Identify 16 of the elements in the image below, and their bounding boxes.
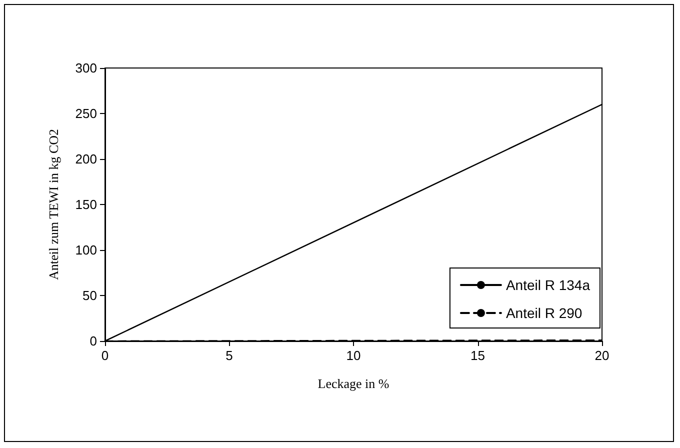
- legend-label: Anteil R 134a: [506, 277, 590, 293]
- x-axis-title: Leckage in %: [318, 376, 390, 391]
- x-tick-label: 15: [470, 348, 485, 363]
- y-tick-label: 200: [75, 152, 97, 166]
- x-tick-label: 5: [226, 348, 233, 363]
- y-tick-label: 0: [90, 334, 97, 348]
- legend-label: Anteil R 290: [506, 305, 582, 321]
- x-tick-label: 10: [346, 348, 361, 363]
- y-tick-label: 150: [75, 197, 97, 212]
- y-axis-title: Anteil zum TEWI in kg CO2: [46, 128, 61, 280]
- y-tick-label: 50: [82, 288, 97, 303]
- x-tick-label: 0: [101, 348, 109, 363]
- y-tick-label: 300: [75, 60, 97, 76]
- y-tick-label: 250: [75, 106, 97, 121]
- y-tick-label: 100: [75, 242, 97, 258]
- x-tick-label: 20: [594, 348, 610, 363]
